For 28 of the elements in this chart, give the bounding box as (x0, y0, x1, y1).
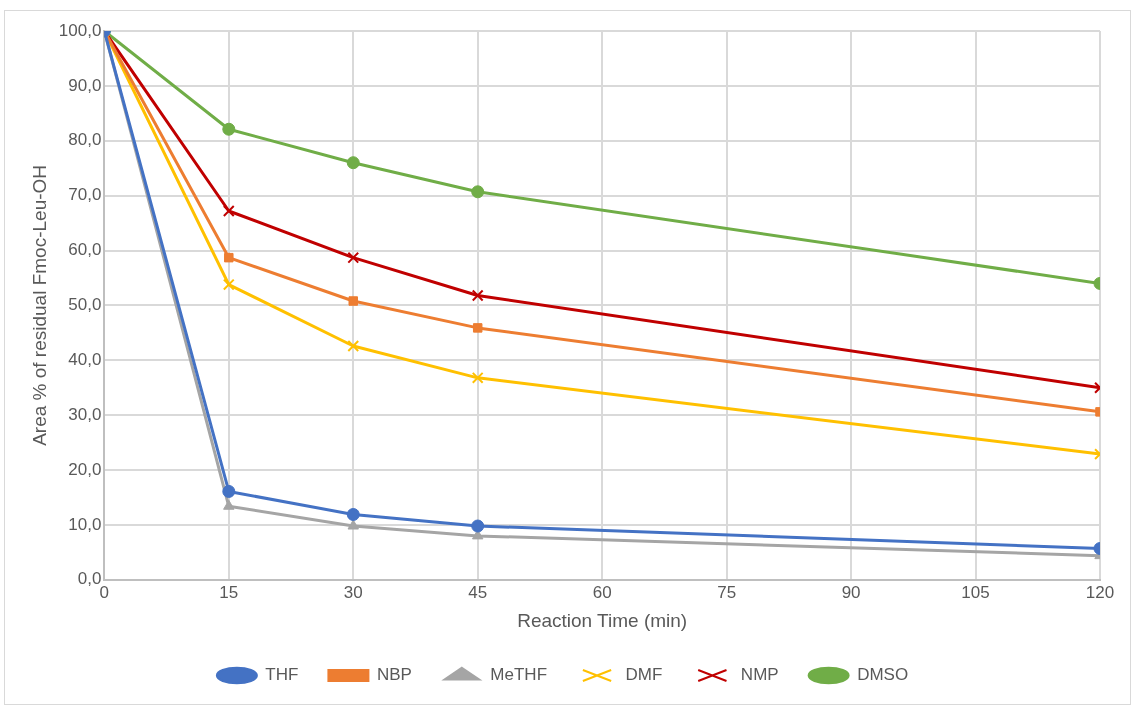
legend-label: MeTHF (490, 665, 548, 685)
x-tick-label: 0 (99, 582, 110, 602)
y-tick-label: 50,0 (68, 295, 102, 315)
y-tick-label: 0,0 (77, 569, 102, 589)
legend-label: THF (265, 665, 299, 685)
legend-label: NBP (376, 665, 412, 685)
legend-label: NMP (740, 665, 779, 685)
y-tick-label: 100,0 (58, 20, 102, 40)
x-tick-label: 75 (717, 582, 737, 602)
y-axis-title: Area % of residual Fmoc-Leu-OH (28, 164, 50, 446)
legend-label: DMSO (857, 665, 909, 685)
y-tick-label: 20,0 (68, 459, 102, 479)
y-tick-label: 90,0 (68, 75, 102, 95)
legend-label: DMF (625, 665, 663, 685)
y-tick-label: 80,0 (68, 130, 102, 150)
x-tick-label: 30 (343, 582, 363, 602)
x-tick-label: 105 (961, 582, 990, 602)
y-tick-label: 60,0 (68, 240, 102, 260)
x-tick-label: 60 (592, 582, 612, 602)
x-tick-label: 45 (468, 582, 488, 602)
y-tick-label: 10,0 (68, 514, 102, 534)
x-axis-title: Reaction Time (min) (517, 609, 688, 631)
x-tick-label: 15 (219, 582, 239, 602)
y-tick-label: 30,0 (68, 404, 102, 424)
x-tick-label: 120 (1085, 582, 1115, 602)
y-tick-label: 40,0 (68, 349, 102, 369)
x-tick-label: 90 (841, 582, 861, 602)
y-tick-label: 70,0 (68, 185, 102, 205)
